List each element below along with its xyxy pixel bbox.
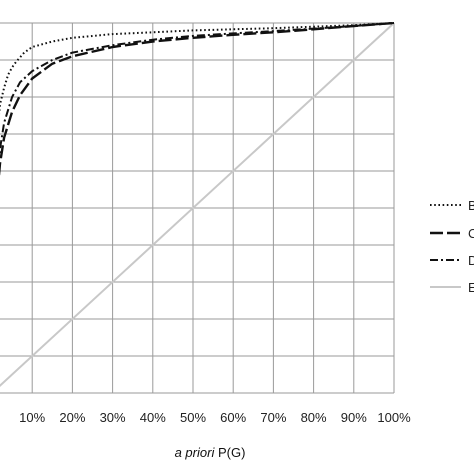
series-line-b (0, 22, 395, 115)
x-tick-label: 40% (140, 410, 166, 425)
series-line-c (0, 21, 395, 177)
chart-series (0, 21, 395, 387)
x-axis-label: a priori P(G) (175, 445, 246, 460)
legend-label-b: B (468, 198, 474, 213)
x-tick-label: 30% (100, 410, 126, 425)
x-tick-label: 90% (341, 410, 367, 425)
legend-label-d: D (468, 253, 474, 268)
series-line-e (0, 22, 395, 387)
x-tick-label: 10% (19, 410, 45, 425)
x-tick-label: 100% (377, 410, 411, 425)
x-tick-label: 80% (301, 410, 327, 425)
x-tick-label: 20% (59, 410, 85, 425)
x-axis-label-suffix: P(G) (214, 445, 245, 460)
x-axis-ticks: 10% 20% 30% 40% 50% 60% 70% 80% 90% 100% (19, 410, 411, 425)
legend-label-e: E (468, 280, 474, 295)
legend-label-c: C (468, 226, 474, 241)
x-axis-label-prefix: a priori (175, 445, 216, 460)
x-tick-label: 70% (260, 410, 286, 425)
x-tick-label: 50% (180, 410, 206, 425)
chart-grid (0, 22, 395, 394)
x-tick-label: 60% (220, 410, 246, 425)
series-line-d (0, 22, 395, 160)
